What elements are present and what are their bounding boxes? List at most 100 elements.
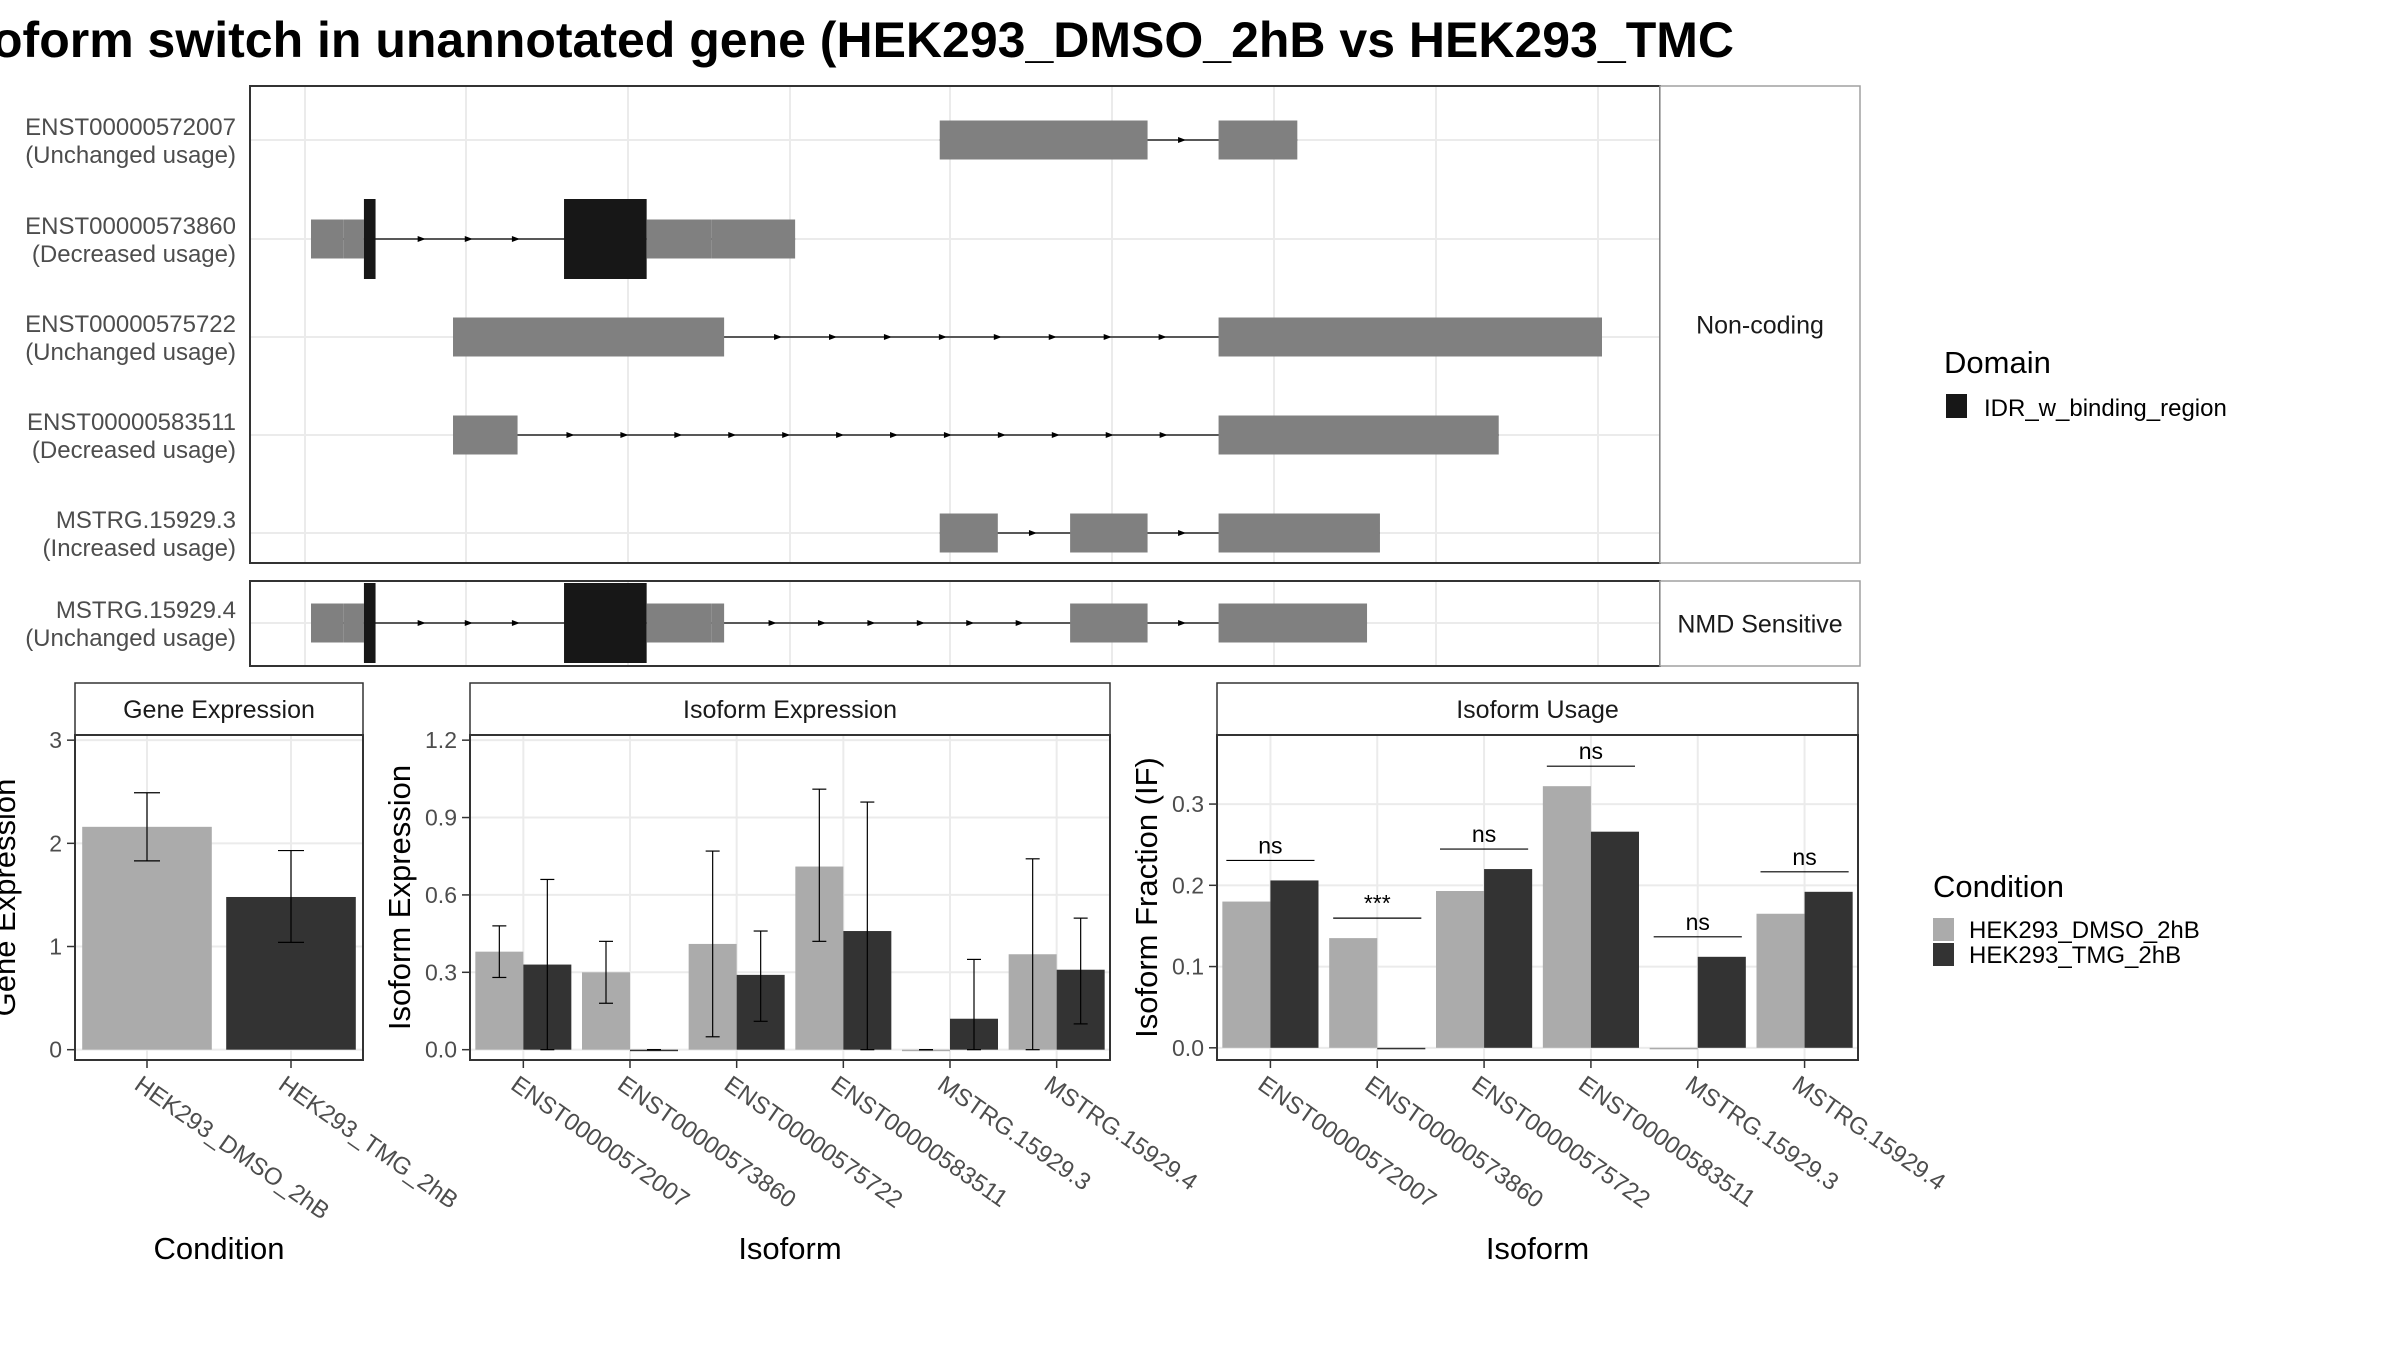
bar bbox=[630, 1049, 678, 1052]
exon-block bbox=[1218, 603, 1368, 643]
utr-block bbox=[711, 219, 796, 259]
intron-arrow bbox=[943, 432, 952, 438]
significance-label: *** bbox=[1364, 890, 1391, 916]
y-axis-title: Isoform Expression bbox=[382, 765, 417, 1030]
intron-arrow bbox=[867, 620, 876, 626]
x-axis-title: Condition bbox=[154, 1231, 285, 1266]
panel-title: Isoform Expression bbox=[683, 696, 897, 724]
utr-block bbox=[311, 219, 344, 259]
intron-arrow bbox=[768, 620, 777, 626]
y-tick-label: 0.0 bbox=[425, 1037, 457, 1063]
exon-block bbox=[453, 317, 725, 357]
bar bbox=[1436, 891, 1485, 1048]
isoform-usage-label: (Unchanged usage) bbox=[25, 142, 236, 169]
intron-arrow bbox=[511, 236, 520, 242]
bar bbox=[1804, 891, 1853, 1048]
panel-background bbox=[1217, 735, 1858, 1060]
intron-arrow bbox=[890, 432, 899, 438]
bar bbox=[82, 826, 212, 1050]
exon-block bbox=[453, 415, 518, 455]
structure-strip bbox=[1659, 85, 1861, 564]
y-axis-title: Gene Expression bbox=[0, 779, 22, 1017]
bar bbox=[1649, 1047, 1698, 1050]
y-tick-label: 0.9 bbox=[425, 805, 457, 831]
intron-arrow bbox=[916, 620, 925, 626]
structure-strip bbox=[1659, 580, 1861, 667]
significance-label: ns bbox=[1686, 909, 1710, 935]
intron-arrow bbox=[782, 432, 791, 438]
isoform-usage-label: (Increased usage) bbox=[43, 535, 236, 562]
isoform-id-label: ENST00000575722 bbox=[25, 311, 236, 338]
x-axis-title: Isoform bbox=[738, 1231, 841, 1266]
structure-strip-label: Non-coding bbox=[1696, 312, 1824, 340]
domain-legend-label: IDR_w_binding_region bbox=[1984, 395, 2227, 422]
isoform-usage-label: (Decreased usage) bbox=[32, 241, 236, 268]
intron-arrow bbox=[883, 334, 892, 340]
y-tick-label: 0 bbox=[49, 1037, 62, 1063]
exon-block bbox=[1218, 317, 1602, 357]
bar bbox=[1542, 786, 1591, 1048]
exon-block bbox=[939, 120, 1148, 160]
intron-arrow bbox=[997, 432, 1006, 438]
intron-arrow bbox=[1103, 334, 1112, 340]
bar bbox=[1222, 901, 1271, 1048]
isoform-expression-panel: Isoform Expression 0.0 0.3 0.6 0.9 1.2 ENST000… bbox=[382, 682, 1202, 1266]
bar bbox=[1697, 956, 1746, 1048]
utr-block bbox=[711, 603, 725, 643]
y-tick-label: 3 bbox=[49, 727, 62, 753]
intron-arrow bbox=[417, 236, 426, 242]
isoform-id-label: ENST00000573860 bbox=[25, 213, 236, 240]
exon-block bbox=[1218, 513, 1380, 553]
y-axis-title: Isoform Fraction (IF) bbox=[1129, 757, 1164, 1038]
intron-arrow bbox=[828, 334, 837, 340]
intron-arrow bbox=[1015, 620, 1024, 626]
intron-arrow bbox=[464, 620, 473, 626]
structure-strip-label: NMD Sensitive bbox=[1677, 611, 1842, 639]
panel-title: Isoform Usage bbox=[1456, 696, 1619, 724]
panel-border bbox=[1216, 734, 1859, 1061]
intron-arrow bbox=[464, 236, 473, 242]
x-tick-label: ENST00000575722 bbox=[1467, 1071, 1655, 1214]
bar bbox=[902, 1049, 950, 1052]
intron-arrow bbox=[993, 334, 1002, 340]
y-tick-label: 0.6 bbox=[425, 882, 457, 908]
intron-arrow bbox=[1158, 334, 1167, 340]
isoform-usage-panel: Isoform Usage 0.0 0.1 0.2 0.3 ns *** ns ns ns ns EN… bbox=[1129, 682, 1950, 1266]
exon-block bbox=[343, 603, 364, 643]
exon-block bbox=[646, 219, 712, 259]
domain-block bbox=[564, 199, 647, 279]
intron-arrow bbox=[1159, 432, 1168, 438]
significance-label: ns bbox=[1792, 844, 1816, 870]
isoform-id-label: MSTRG.15929.4 bbox=[56, 597, 236, 624]
domain-block bbox=[363, 199, 376, 279]
significance-label: ns bbox=[1258, 832, 1282, 858]
y-tick-label: 0.3 bbox=[425, 959, 457, 985]
exon-block bbox=[343, 219, 364, 259]
figure-title: oform switch in unannotated gene (HEK293… bbox=[0, 12, 1734, 68]
condition-legend-key bbox=[1933, 918, 1954, 941]
y-tick-label: 0.2 bbox=[1172, 872, 1204, 898]
utr-block bbox=[311, 603, 344, 643]
intron-arrow bbox=[620, 432, 629, 438]
panel-title: Gene Expression bbox=[123, 696, 315, 724]
isoform-id-label: MSTRG.15929.3 bbox=[56, 507, 236, 534]
x-tick-label: ENST00000583511 bbox=[1573, 1071, 1760, 1213]
isoform-id-label: ENST00000583511 bbox=[27, 409, 236, 436]
panel-background bbox=[470, 735, 1110, 1060]
exon-block bbox=[939, 513, 998, 553]
condition-legend-title: Condition bbox=[1933, 869, 2064, 904]
exon-block bbox=[1070, 513, 1148, 553]
condition-legend-key bbox=[1933, 943, 1954, 966]
exon-block bbox=[1218, 415, 1499, 455]
intron-arrow bbox=[774, 334, 783, 340]
domain-legend-key bbox=[1946, 394, 1967, 418]
bar bbox=[1590, 831, 1639, 1048]
x-tick-label: ENST00000572007 bbox=[1253, 1071, 1441, 1214]
condition-legend-label: HEK293_DMSO_2hB bbox=[1969, 917, 2200, 944]
isoform-usage-label: (Unchanged usage) bbox=[25, 625, 236, 652]
domain-legend: Domain IDR_w_binding_region bbox=[1944, 345, 2227, 422]
intron-arrow bbox=[1178, 530, 1187, 536]
